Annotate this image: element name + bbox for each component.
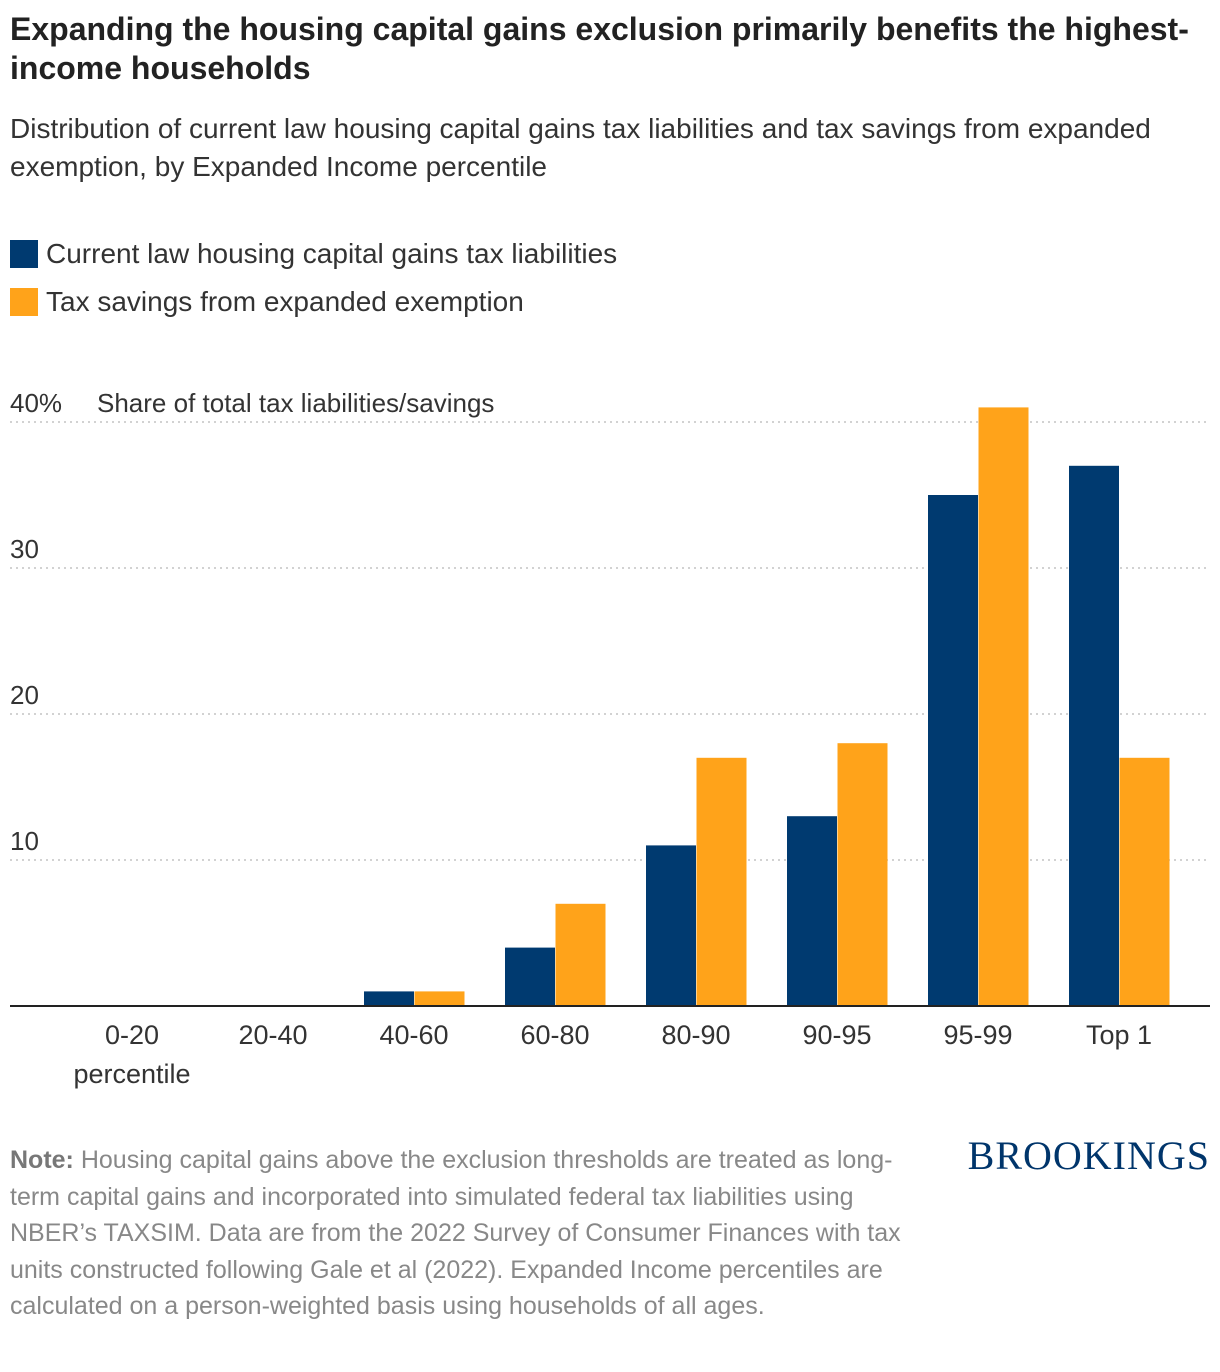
bar-liabilities-6 xyxy=(928,495,978,1006)
chart-title: Expanding the housing capital gains excl… xyxy=(10,11,1189,86)
chart-legend: Current law housing capital gains tax li… xyxy=(10,230,617,326)
chart-note: Note: Housing capital gains above the ex… xyxy=(10,1142,910,1325)
bar-savings-7 xyxy=(1119,757,1170,1006)
y-tick-label-20: 20 xyxy=(10,680,39,710)
legend-swatch-liabilities xyxy=(10,240,38,268)
bar-liabilities-4 xyxy=(646,845,696,1006)
x-tick-label-3: 60-80 xyxy=(520,1020,589,1050)
x-tick-label-5: 90-95 xyxy=(802,1020,871,1050)
legend-swatch-savings xyxy=(10,288,38,316)
bar-liabilities-5 xyxy=(787,816,837,1006)
bar-liabilities-3 xyxy=(505,947,555,1006)
x-tick-label-6: 95-99 xyxy=(943,1020,1012,1050)
brookings-logo: BROOKINGS xyxy=(967,1133,1210,1178)
bar-savings-4 xyxy=(696,757,747,1006)
bar-savings-5 xyxy=(837,743,888,1006)
y-axis-label: Share of total tax liabilities/savings xyxy=(97,388,494,418)
bar-savings-2 xyxy=(414,991,465,1006)
legend-label-savings: Tax savings from expanded exemption xyxy=(46,286,524,317)
chart-subtitle: Distribution of current law housing capi… xyxy=(10,113,1151,182)
legend-item-liabilities: Current law housing capital gains tax li… xyxy=(10,230,617,278)
bar-chart: 10 20 30 40% Share of total tax liabilities/… xyxy=(10,388,1210,1089)
y-tick-label-40: 40% xyxy=(10,388,62,418)
x-tick-label-2: 40-60 xyxy=(379,1020,448,1050)
bar-savings-3 xyxy=(555,903,606,1006)
y-tick-label-10: 10 xyxy=(10,826,39,856)
bar-liabilities-2 xyxy=(364,991,414,1006)
y-tick-label-30: 30 xyxy=(10,534,39,564)
bar-liabilities-7 xyxy=(1069,465,1119,1006)
note-text: Housing capital gains above the exclusio… xyxy=(10,1146,901,1320)
x-tick-label-0: 0-20 percentile xyxy=(73,1020,190,1089)
legend-item-savings: Tax savings from expanded exemption xyxy=(10,278,617,326)
x-tick-label-7: Top 1 xyxy=(1086,1020,1152,1050)
x-tick-label-1: 20-40 xyxy=(238,1020,307,1050)
x-tick-label-4: 80-90 xyxy=(661,1020,730,1050)
bar-savings-6 xyxy=(978,407,1029,1006)
legend-label-liabilities: Current law housing capital gains tax li… xyxy=(46,238,618,269)
note-label: Note: xyxy=(10,1146,74,1174)
